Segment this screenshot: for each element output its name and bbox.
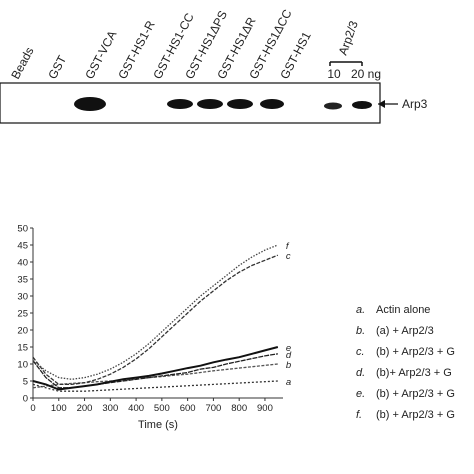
legend-label: (b) + Arp2/3 + G	[376, 346, 455, 358]
legend-label: (b)+ Arp2/3 + G	[376, 367, 452, 379]
legend-letter: f.	[356, 409, 362, 421]
x-tick-label: 400	[128, 403, 144, 414]
x-tick-label: 600	[180, 403, 196, 414]
x-tick-label: 300	[102, 403, 118, 414]
band	[167, 99, 193, 109]
y-tick-label: 15	[17, 343, 28, 354]
y-tick-label: 5	[23, 377, 28, 388]
amount-label: 20 ng	[351, 67, 381, 81]
series-line	[32, 244, 279, 380]
y-tick-label: 40	[17, 258, 28, 269]
band	[227, 99, 253, 109]
y-tick-label: 0	[23, 394, 28, 405]
legend-label: (b) + Arp2/3 + G	[376, 409, 455, 421]
end-label: f	[286, 241, 290, 252]
x-tick-label: 800	[231, 403, 247, 414]
legend-label: (a) + Arp2/3	[376, 325, 434, 337]
series-line	[32, 363, 278, 389]
series-line	[32, 380, 278, 392]
band	[352, 101, 372, 109]
legend-letter: b.	[356, 325, 365, 337]
lane-label: Beads	[8, 45, 36, 82]
x-tick-label: 700	[205, 403, 221, 414]
lane-label: GST-VCA	[82, 28, 119, 81]
y-tick-label: 35	[17, 275, 28, 286]
y-tick-label: 20	[17, 326, 28, 337]
band	[260, 99, 284, 109]
standard-label: Arp2/3	[336, 19, 361, 57]
x-tick-label: 900	[257, 403, 273, 414]
amount-label: 10	[327, 67, 341, 81]
end-label: c	[286, 251, 291, 262]
legend-label: (b) + Arp2/3 + G	[376, 388, 455, 400]
lane-label: GST	[45, 52, 69, 81]
end-label: e	[286, 343, 291, 354]
series-line	[32, 254, 279, 386]
band	[74, 97, 106, 111]
legend-letter: d.	[356, 367, 365, 379]
x-tick-label: 0	[30, 403, 35, 414]
series-line	[32, 346, 279, 391]
end-label: a	[286, 377, 291, 388]
end-label: b	[286, 360, 291, 371]
legend-label: Actin alone	[376, 304, 430, 316]
y-tick-label: 45	[17, 241, 28, 252]
x-tick-label: 200	[77, 403, 93, 414]
band	[324, 102, 342, 110]
y-tick-label: 10	[17, 360, 28, 371]
x-tick-label: 500	[154, 403, 170, 414]
end-label: d	[286, 350, 292, 361]
x-axis-label: Time (s)	[138, 419, 178, 431]
y-tick-label: 50	[17, 224, 28, 235]
x-tick-label: 100	[51, 403, 67, 414]
legend-letter: e.	[356, 388, 365, 400]
band	[197, 99, 223, 109]
y-tick-label: 30	[17, 292, 28, 303]
band-label: Arp3	[402, 97, 428, 111]
y-tick-label: 25	[17, 309, 28, 320]
legend-letter: a.	[356, 304, 365, 316]
lane-label: GST-HS1	[277, 29, 314, 81]
arrow-head	[378, 100, 385, 108]
legend-letter: c.	[356, 346, 365, 358]
